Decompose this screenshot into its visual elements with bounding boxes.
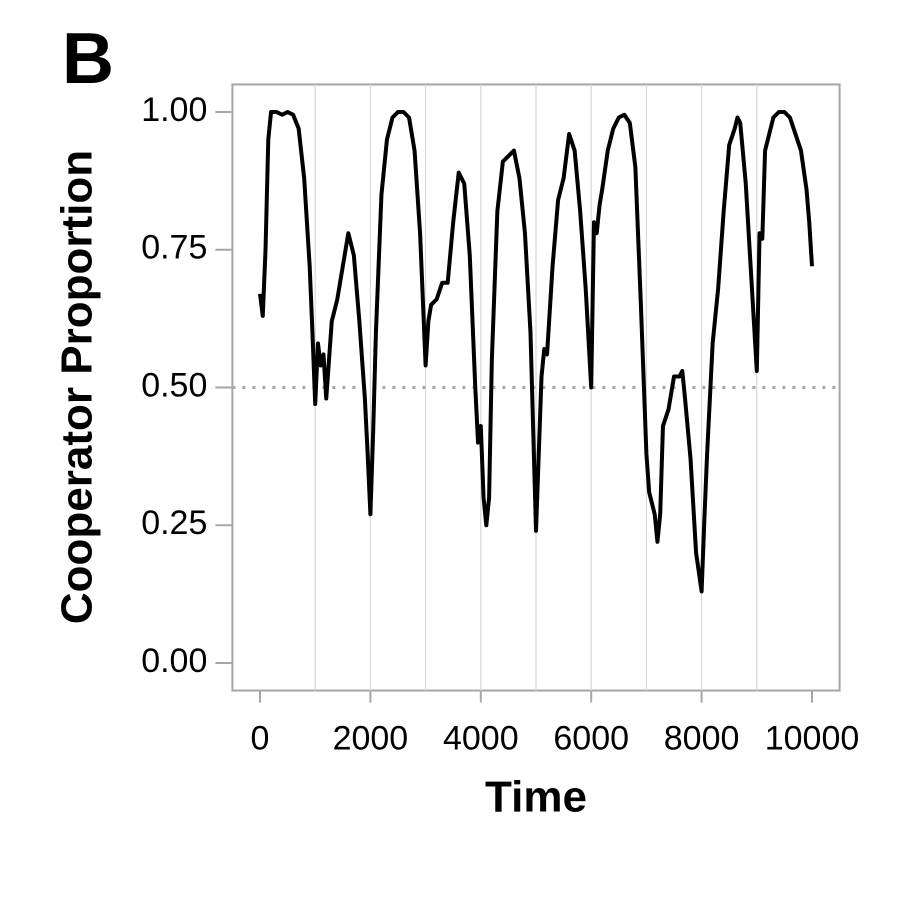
- x-tick-label: 6000: [553, 720, 629, 758]
- y-tick-label: 0.25: [141, 504, 207, 542]
- x-tick-label: 4000: [443, 720, 519, 758]
- x-axis-title: Time: [485, 773, 587, 822]
- y-tick-label: 1.00: [141, 91, 207, 129]
- x-tick-label: 2000: [333, 720, 409, 758]
- y-tick-label: 0.50: [141, 366, 207, 404]
- x-tick-label: 10000: [765, 720, 860, 758]
- data-line: [258, 110, 814, 594]
- x-tick-label: 0: [251, 720, 270, 758]
- x-tick-label: 8000: [664, 720, 740, 758]
- y-tick-label: 0.75: [141, 229, 207, 267]
- y-tick-label: 0.00: [141, 642, 207, 680]
- y-axis-title: Cooperator Proportion: [53, 150, 102, 624]
- panel-label: B: [62, 19, 114, 99]
